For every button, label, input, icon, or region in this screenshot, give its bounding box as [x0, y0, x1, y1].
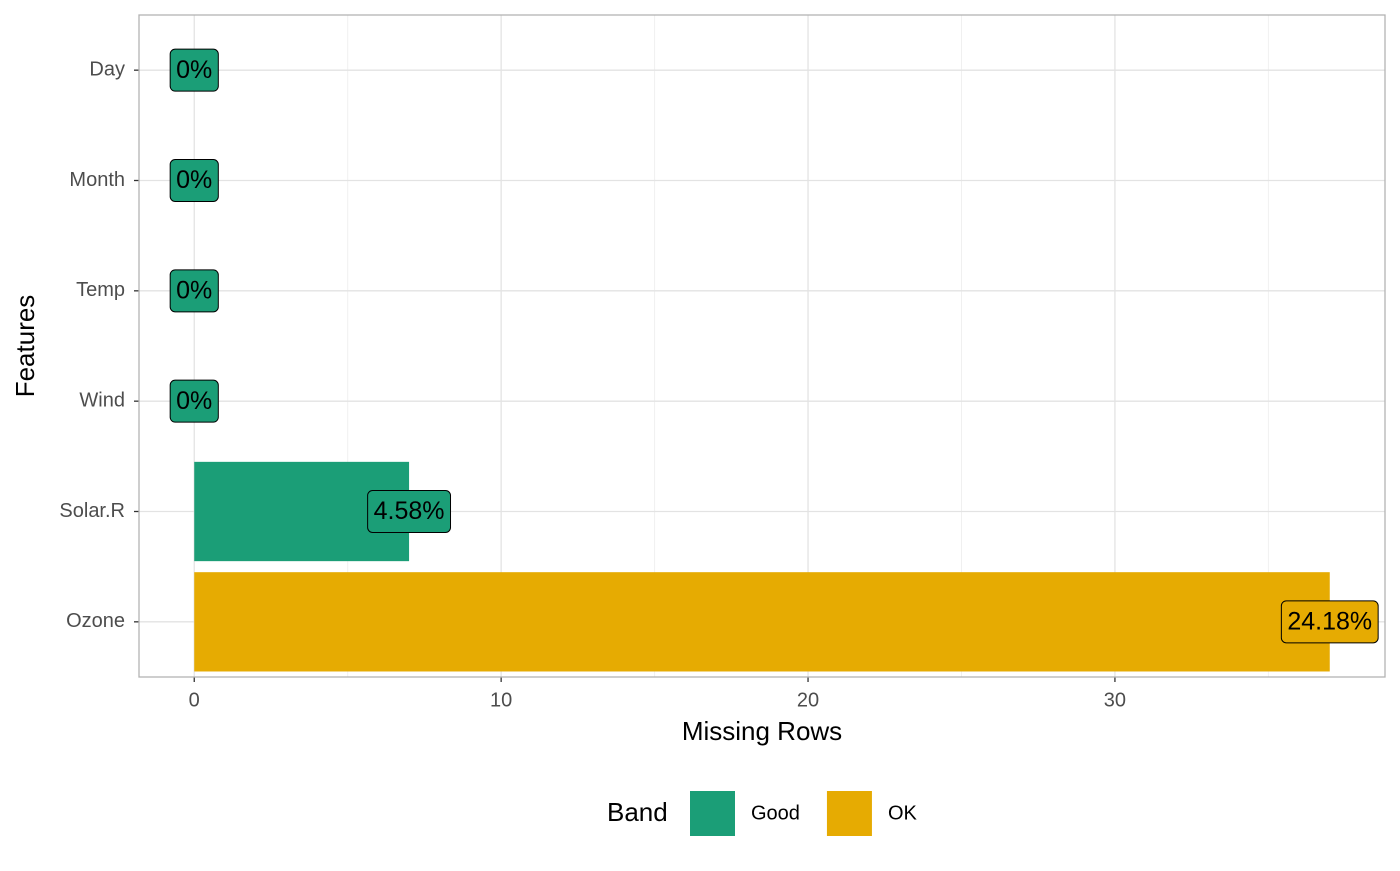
y-tick-label: Solar.R	[59, 500, 125, 522]
data-label-text: 0%	[176, 56, 212, 84]
data-label: 0%	[169, 48, 219, 92]
x-tick-label: 20	[797, 689, 819, 711]
legend-label: Good	[751, 802, 800, 824]
data-label-box	[169, 159, 219, 202]
x-tick-label: 10	[490, 689, 512, 711]
panel-border	[138, 14, 1386, 678]
legend-label: OK	[888, 802, 918, 824]
y-tick-label: Temp	[76, 279, 125, 301]
data-label: 0%	[169, 379, 219, 423]
data-label-text: 4.58%	[374, 497, 445, 525]
data-label-box	[169, 269, 219, 313]
x-tick-label: 30	[1104, 689, 1126, 711]
data-label-box	[367, 490, 452, 533]
y-tick-label: Day	[89, 58, 125, 80]
data-label-box	[169, 48, 219, 92]
data-label-text: 0%	[176, 387, 212, 415]
x-axis-title: Missing Rows	[682, 716, 842, 746]
y-tick-label: Wind	[79, 389, 125, 411]
legend-key	[690, 791, 735, 836]
data-label-text: 24.18%	[1287, 607, 1372, 635]
y-axis-title: Features	[10, 295, 40, 398]
legend-title: Band	[607, 797, 668, 827]
bar	[194, 572, 1330, 672]
data-label-box	[169, 379, 219, 423]
data-label: 0%	[169, 159, 219, 202]
data-label-box	[1280, 600, 1379, 644]
data-label: 0%	[169, 269, 219, 313]
legend-key	[826, 791, 872, 836]
y-tick-label: Month	[69, 169, 125, 191]
data-label: 24.18%	[1280, 600, 1379, 644]
data-label-text: 0%	[176, 166, 212, 194]
y-tick-label: Ozone	[66, 610, 125, 632]
x-tick-label: 0	[189, 689, 200, 711]
data-label: 4.58%	[367, 490, 452, 533]
data-label-text: 0%	[176, 276, 212, 304]
